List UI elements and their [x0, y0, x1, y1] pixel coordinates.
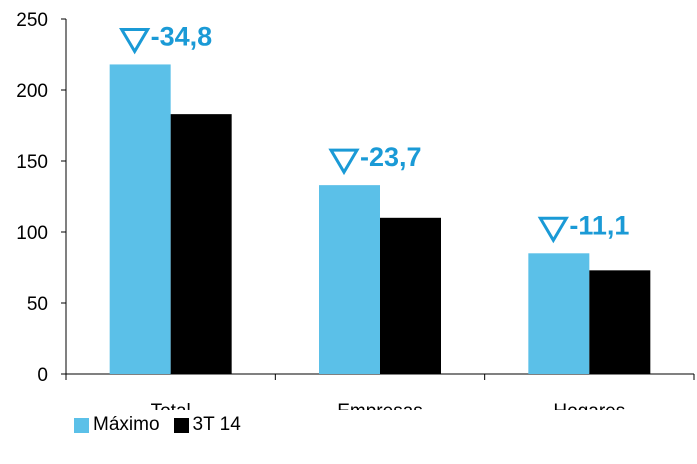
down-triangle-icon — [537, 216, 569, 244]
bar-maximo — [319, 185, 380, 374]
y-tick-label: 100 — [16, 223, 48, 244]
bar-chart: 0 50 100 150 200 250 Total -34,8 Empresasno fina… — [16, 10, 695, 410]
bar-3t14 — [170, 114, 232, 374]
legend-item-maximo: Máximo — [74, 414, 160, 436]
y-tick-label: 150 — [16, 152, 48, 173]
bar-3t14 — [589, 270, 651, 374]
y-tick-label: 0 — [37, 365, 48, 386]
y-tick-label: 200 — [16, 81, 48, 102]
y-tick-label: 250 — [16, 10, 48, 31]
legend: Máximo 3T 14 — [74, 414, 255, 436]
bar-group-change-label: -11,1 — [569, 210, 629, 240]
legend-item-3t14: 3T 14 — [173, 414, 241, 436]
bar-maximo — [528, 253, 590, 374]
legend-label-3t14: 3T 14 — [192, 414, 241, 435]
bar-maximo — [109, 64, 171, 374]
legend-swatch-maximo — [74, 417, 89, 433]
bar-group-change-label: -34,8 — [151, 21, 213, 51]
down-triangle-icon — [119, 27, 151, 55]
x-category-label: Empresasno financieras — [321, 401, 439, 410]
legend-label-maximo: Máximo — [93, 414, 160, 435]
bar-group-change-label: -23,7 — [360, 142, 422, 172]
y-tick-label: 50 — [27, 294, 48, 315]
bar-3t14 — [380, 217, 441, 374]
x-category-label: Hogares — [553, 401, 625, 410]
down-triangle-icon — [328, 148, 360, 176]
legend-swatch-3t14 — [173, 417, 189, 433]
x-category-label: Total — [151, 401, 191, 410]
